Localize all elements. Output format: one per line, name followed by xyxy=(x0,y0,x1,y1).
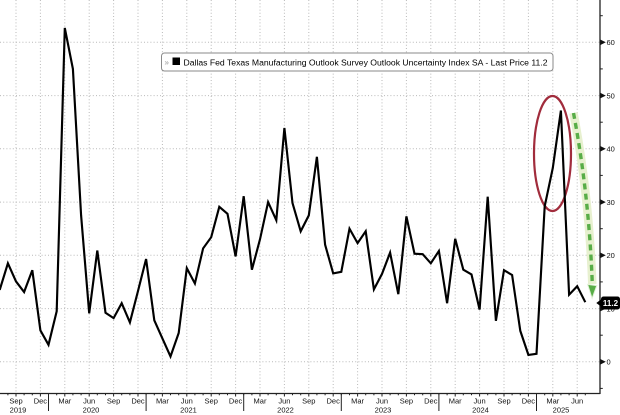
svg-text:Jun: Jun xyxy=(278,397,290,406)
svg-text:Mar: Mar xyxy=(58,397,71,406)
svg-text:Sep: Sep xyxy=(497,397,510,406)
svg-text:2024: 2024 xyxy=(472,406,489,415)
svg-text:0: 0 xyxy=(607,358,611,367)
svg-text:Mar: Mar xyxy=(156,397,169,406)
svg-text:Sep: Sep xyxy=(107,397,120,406)
svg-text:2025: 2025 xyxy=(553,406,570,415)
svg-text:Jun: Jun xyxy=(474,397,486,406)
svg-text:Mar: Mar xyxy=(449,397,462,406)
svg-text:40: 40 xyxy=(607,145,615,154)
svg-text:Sep: Sep xyxy=(302,397,315,406)
svg-text:2019: 2019 xyxy=(10,406,27,415)
svg-text:50: 50 xyxy=(607,91,615,100)
svg-text:Dec: Dec xyxy=(424,397,438,406)
svg-text:Dallas Fed Texas Manufacturing: Dallas Fed Texas Manufacturing Outlook S… xyxy=(184,58,549,67)
svg-text:Dec: Dec xyxy=(327,397,341,406)
svg-text:2020: 2020 xyxy=(83,406,100,415)
svg-text:30: 30 xyxy=(607,198,615,207)
svg-text:60: 60 xyxy=(607,38,615,47)
svg-text:20: 20 xyxy=(607,251,615,260)
svg-text:Mar: Mar xyxy=(351,397,364,406)
svg-text:»: » xyxy=(165,58,170,67)
svg-text:2021: 2021 xyxy=(180,406,197,415)
svg-text:Sep: Sep xyxy=(9,397,22,406)
svg-text:Jun: Jun xyxy=(181,397,193,406)
svg-text:Jun: Jun xyxy=(571,397,583,406)
svg-text:Sep: Sep xyxy=(400,397,413,406)
svg-text:Sep: Sep xyxy=(205,397,218,406)
svg-text:11.2: 11.2 xyxy=(603,299,619,308)
svg-text:Dec: Dec xyxy=(131,397,145,406)
svg-text:Dec: Dec xyxy=(34,397,48,406)
svg-text:Jun: Jun xyxy=(376,397,388,406)
svg-text:Mar: Mar xyxy=(546,397,559,406)
svg-text:Mar: Mar xyxy=(254,397,267,406)
svg-text:2022: 2022 xyxy=(277,406,294,415)
svg-text:2023: 2023 xyxy=(375,406,392,415)
svg-text:Dec: Dec xyxy=(229,397,243,406)
svg-text:Jun: Jun xyxy=(83,397,95,406)
svg-text:Dec: Dec xyxy=(522,397,536,406)
